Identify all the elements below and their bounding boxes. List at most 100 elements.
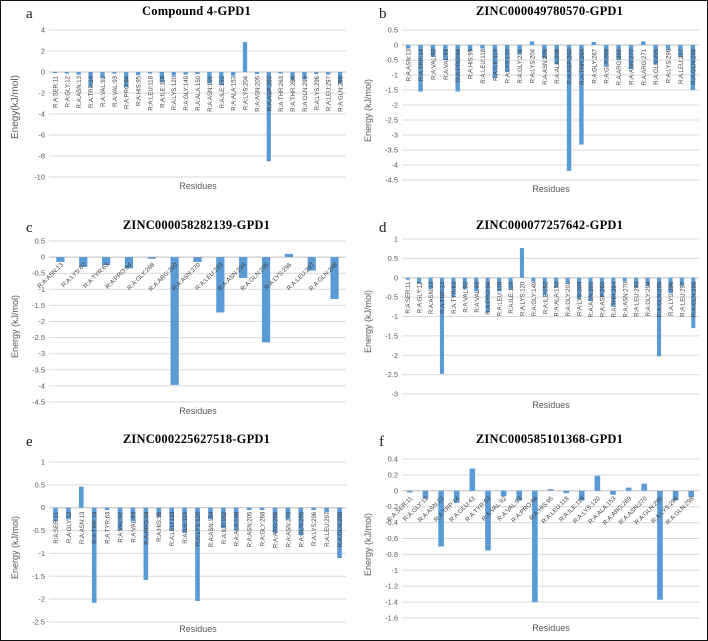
panel-d-title: ZINC000077257642-GPD1 [475,218,624,232]
bar [117,507,123,531]
bar [438,490,444,547]
bar [285,507,291,520]
y-tick-label: -2.5 [32,333,45,342]
panel-f-letter: f [379,434,384,450]
bar [516,490,523,501]
category-label: R:A:GLN:298 [692,281,698,317]
bar [183,72,188,75]
category-label: R:A:ALA:150 [196,75,202,110]
bar [679,277,684,286]
category-label: R:A:LYS:120 [196,511,202,546]
category-label: R:A:PRO:94 [144,511,150,545]
bar [407,490,413,493]
y-tick-label: -1.5 [32,301,45,310]
category-label: R:A:ASN:205 [255,75,261,111]
y-tick-label: -1.2 [385,582,398,591]
category-label: R:A:TRP:14 [440,281,446,314]
y-tick-label: 0.2 [388,470,398,479]
category-label: R:A:ALA:153 [555,281,561,316]
bar [532,490,538,603]
category-label: R:A:LEU:118 [148,75,154,110]
y-tick-label: -1 [38,285,45,294]
bar [688,490,694,498]
category-label: R:A:GLN:298 [339,75,345,111]
category-label: R:A:GLN:298 [691,48,697,84]
category-label: R:A:ILE:162 [222,511,228,544]
category-label: R:A:GLY:201 [566,281,572,316]
y-tick-label: -0.5 [385,56,398,65]
y-tick-label: -1.5 [385,331,398,340]
y-tick-label: -3.5 [32,365,45,374]
bar [668,277,673,294]
category-label: R:A:ILE:119 [493,48,499,81]
category-label: R:A:GLY:201 [518,48,524,83]
y-tick-label: -1.4 [385,598,398,607]
bar [330,257,339,299]
category-label: R:A:GLY:12 [418,281,424,313]
category-label: R:A:ILE:119 [509,281,515,314]
bar [259,507,265,510]
y-tick-label: 0.5 [35,480,45,489]
y-tick-label: -3 [38,349,45,358]
bar [112,72,117,74]
bar [480,45,485,49]
panel-d-x-axis-title: Residues [532,400,570,410]
bar [239,257,248,279]
bar [641,41,646,45]
panel-d-letter: d [379,220,387,236]
category-label: R:A:GLY:268 [261,511,267,546]
bar [124,257,134,269]
bar [135,72,141,76]
bar [78,486,84,508]
panel-b-letter: b [379,6,387,22]
bar [599,277,604,298]
category-label: R:A:LEU:118 [498,281,504,316]
category-label: R:A:ASN:151 [208,75,214,111]
category-label: R:A:LYS:120 [172,75,178,110]
bar [508,277,513,290]
category-label: R:A:VAL:93 [131,511,137,543]
bar [66,507,71,520]
y-tick-label: -1 [391,312,398,321]
y-tick-label: -1.5 [385,86,398,95]
bar [159,72,164,83]
bar [656,277,662,357]
y-tick-label: 1 [394,235,398,244]
y-tick-label: -4 [38,381,45,390]
bar [691,277,696,329]
category-label: R:A:VAL:92 [119,511,125,543]
bar [500,490,507,497]
category-label: R:A:PRO:94 [486,281,492,315]
category-label: R:A:ASN:205 [248,511,254,547]
y-tick-label: -8 [38,152,45,161]
bar [641,483,648,491]
bar [278,72,283,74]
bar [53,507,58,522]
y-tick-label: 0 [394,486,398,495]
bar [462,277,467,290]
bar [284,253,293,258]
category-label: R:A:LYS:204 [578,281,584,316]
y-tick-label: -1.6 [385,614,398,623]
category-label: R:A:GLN:295 [654,48,660,84]
bar [195,72,200,75]
category-label: R:A:VAL:93 [113,75,119,107]
category-label: R:A:GLY:268 [605,48,611,83]
category-label: R:A:LEU:118 [481,48,487,83]
bar [171,72,176,76]
y-tick-label: -2.5 [32,618,45,627]
category-label: R:A:SER:11 [53,75,59,108]
bar [272,507,278,533]
category-label: R:A:HIS:95 [137,75,143,106]
bar [307,257,316,271]
bar [64,72,69,74]
bar [645,277,650,286]
category-label: R:A:GLN:298 [338,511,344,547]
bar [588,277,593,301]
category-label: R:A:VAL:92 [431,48,437,80]
bar [485,277,490,313]
y-tick-label: -4 [391,161,398,170]
bar [195,507,200,601]
bar [625,487,632,491]
y-tick-label: -0.2 [385,502,398,511]
